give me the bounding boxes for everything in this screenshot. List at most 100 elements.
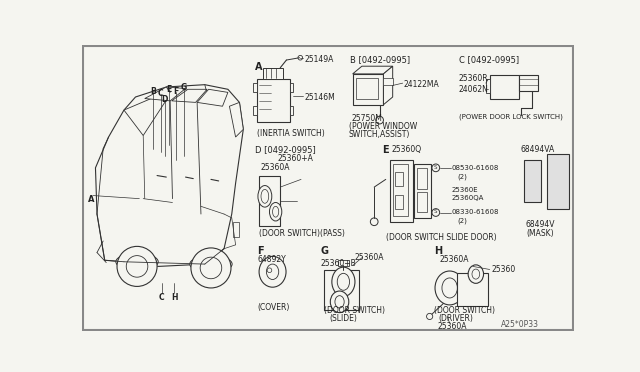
Bar [390, 160, 413, 222]
Text: A25*0P33: A25*0P33 [501, 320, 540, 329]
Bar [414, 164, 431, 218]
Ellipse shape [472, 269, 480, 279]
Bar [519, 76, 538, 91]
Text: 08330-61608: 08330-61608 [452, 209, 499, 215]
Text: B: B [150, 87, 156, 96]
Text: 25360: 25360 [492, 265, 515, 274]
Text: (MASK): (MASK) [526, 230, 554, 238]
Text: C: C [158, 89, 164, 98]
Bar [263, 68, 283, 79]
Text: 25149A: 25149A [304, 55, 333, 64]
Bar [547, 154, 569, 209]
Polygon shape [145, 87, 186, 101]
Text: 25146M: 25146M [304, 93, 335, 102]
Text: C [0492-0995]: C [0492-0995] [459, 55, 519, 64]
Text: S: S [433, 209, 437, 214]
Ellipse shape [116, 253, 158, 270]
Bar [395, 195, 403, 209]
Text: SWITCH,ASSIST): SWITCH,ASSIST) [349, 130, 410, 139]
Ellipse shape [266, 264, 279, 279]
Text: 68494V: 68494V [526, 220, 556, 229]
Circle shape [117, 246, 157, 286]
Text: 25360R: 25360R [459, 74, 488, 83]
Text: 25360Q: 25360Q [391, 145, 421, 154]
Bar [338, 260, 349, 266]
Text: (DOOR SWITCH)(PASS): (DOOR SWITCH)(PASS) [259, 230, 344, 238]
Polygon shape [383, 66, 393, 105]
Text: 25360A: 25360A [260, 163, 290, 172]
Ellipse shape [332, 267, 355, 296]
Text: D: D [161, 96, 168, 105]
Text: (SLIDE): (SLIDE) [330, 314, 357, 323]
Bar [353, 74, 383, 105]
Text: (DOOR SWITCH SLIDE DOOR): (DOOR SWITCH SLIDE DOOR) [386, 233, 497, 242]
Bar [253, 83, 257, 92]
Ellipse shape [442, 278, 458, 298]
Polygon shape [124, 97, 166, 135]
Text: (2): (2) [458, 173, 467, 180]
Bar [486, 79, 490, 93]
Text: (DOOR SWITCH): (DOOR SWITCH) [435, 307, 495, 315]
Text: (POWER WINDOW: (POWER WINDOW [349, 122, 417, 131]
Bar [257, 79, 289, 122]
Ellipse shape [190, 256, 232, 273]
Bar [524, 160, 541, 202]
Text: S: S [433, 165, 437, 170]
Text: (POWER DOOR LOCK SWITCH): (POWER DOOR LOCK SWITCH) [459, 114, 563, 121]
Text: A: A [88, 195, 94, 204]
Polygon shape [197, 89, 228, 106]
Ellipse shape [273, 206, 279, 217]
Ellipse shape [335, 296, 344, 308]
Text: (INERTIA SWITCH): (INERTIA SWITCH) [257, 129, 325, 138]
Text: 25360QA: 25360QA [452, 195, 484, 201]
Text: 25360A: 25360A [437, 322, 467, 331]
Circle shape [371, 218, 378, 225]
Bar [259, 176, 280, 225]
Text: C: C [159, 294, 164, 302]
Circle shape [267, 268, 272, 273]
Text: E: E [166, 85, 172, 94]
Text: 68494VA: 68494VA [520, 145, 555, 154]
Text: 25360A: 25360A [440, 255, 469, 264]
Text: G: G [320, 246, 328, 256]
Ellipse shape [259, 256, 286, 287]
Circle shape [432, 209, 440, 217]
Bar [232, 222, 239, 237]
Bar [393, 164, 408, 217]
Bar [395, 172, 403, 186]
Ellipse shape [261, 189, 269, 203]
Text: 64892Y: 64892Y [257, 255, 286, 264]
Bar [356, 78, 378, 99]
Text: 08530-61608: 08530-61608 [452, 165, 499, 171]
Text: D [0492-0995]: D [0492-0995] [255, 145, 316, 154]
Bar [253, 106, 257, 115]
Ellipse shape [337, 273, 349, 290]
Text: 25750M: 25750M [351, 114, 382, 123]
Text: (DOOR SWITCH): (DOOR SWITCH) [324, 307, 385, 315]
Circle shape [427, 313, 433, 320]
Text: B [0492-0995]: B [0492-0995] [349, 55, 410, 64]
Text: 25360+B: 25360+B [320, 259, 356, 268]
Circle shape [200, 257, 221, 279]
Text: H: H [171, 294, 177, 302]
Text: 25360A: 25360A [355, 253, 385, 262]
Text: (2): (2) [458, 217, 467, 224]
Ellipse shape [468, 265, 484, 283]
Text: A: A [255, 62, 262, 71]
Text: F: F [257, 246, 264, 256]
Bar [289, 106, 293, 115]
Text: F: F [173, 87, 179, 96]
Text: E: E [382, 145, 388, 155]
Text: (COVER): (COVER) [257, 302, 289, 312]
Text: 25360+A: 25360+A [278, 154, 314, 163]
Bar [458, 273, 488, 307]
Ellipse shape [258, 186, 272, 207]
Circle shape [432, 164, 440, 172]
Ellipse shape [435, 271, 464, 305]
Text: 25360E: 25360E [452, 187, 479, 193]
Polygon shape [230, 102, 243, 137]
Polygon shape [95, 85, 243, 266]
Polygon shape [172, 89, 207, 102]
Bar [417, 168, 428, 189]
Circle shape [298, 55, 303, 60]
